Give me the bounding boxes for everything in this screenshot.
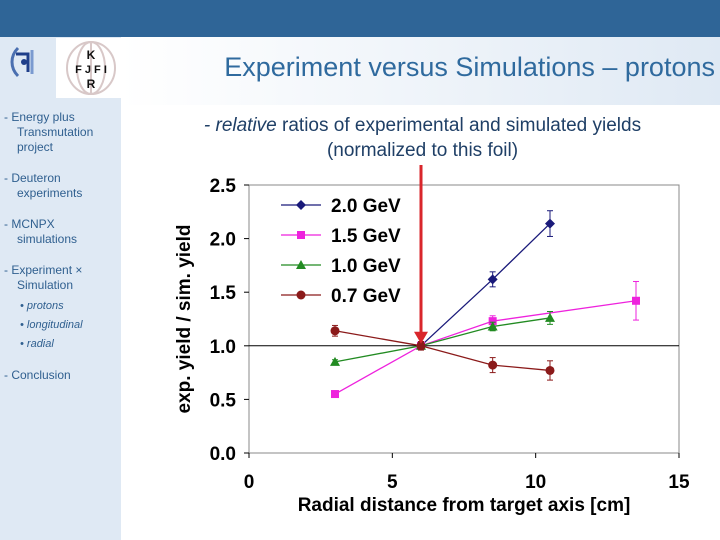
y-tick-label: 0.5 (210, 390, 237, 411)
sidebar-item-label: Transmutation (17, 125, 94, 139)
series-line (334, 330, 551, 372)
data-point (330, 356, 340, 366)
x-tick-label: 10 (525, 472, 546, 493)
ujf-logo-icon (10, 46, 34, 78)
data-point (632, 296, 640, 305)
data-point (545, 365, 555, 375)
subtitle-text: ratios of experimental and simulated yie… (276, 115, 642, 136)
left-panel (0, 37, 121, 540)
chart: 0.0 0.5 1.0 1.5 2.0 2.5 0 5 10 15 Radial distance … (174, 165, 690, 516)
sidebar-subitem: • longitudinal (20, 319, 83, 331)
legend-marker (296, 200, 306, 210)
data-point (545, 312, 555, 322)
kfjfi-logo-icon: K F J F I R (56, 38, 126, 98)
subtitle-italic: - relative (203, 115, 277, 136)
sidebar-item-label: - Energy plus (4, 110, 75, 124)
data-point (488, 317, 497, 326)
legend-marker (296, 260, 306, 269)
subtitle-line: (normalized to this foil) (326, 140, 519, 161)
sidebar-item-label: experiments (17, 186, 83, 200)
legend: 2.0 GeV 1.5 GeV 1.0 GeV 0.7 GeV (281, 196, 401, 307)
legend-label: 1.0 GeV (331, 256, 401, 277)
data-point (545, 218, 555, 229)
y-tick-label: 1.5 (210, 283, 237, 304)
highlight-arrow-head (414, 331, 428, 344)
sidebar-item-label: - Conclusion (4, 368, 71, 382)
sidebar-item-label: - MCNPX (4, 217, 55, 231)
title-band (121, 37, 720, 105)
sidebar-item: - Energy plus Transmutation project (4, 110, 121, 155)
sidebar: - Energy plus Transmutation project - De… (4, 110, 121, 399)
svg-text:K: K (87, 48, 96, 62)
y-tick-label: 2.5 (210, 176, 237, 197)
series-line (334, 317, 551, 363)
series-line (420, 223, 551, 347)
data-point (330, 326, 340, 336)
series-line (334, 300, 637, 395)
sidebar-item: - Deuteron experiments (4, 171, 121, 201)
page-title: Experiment versus Simulations – protons (224, 52, 715, 82)
series-0-7-gev (332, 324, 553, 381)
y-tick-label: 1.0 (210, 337, 236, 358)
sidebar-item: - Experiment × Simulation (4, 263, 121, 293)
sidebar-item: - Conclusion (4, 368, 121, 383)
legend-label: 0.7 GeV (331, 286, 401, 307)
sidebar-item: - MCNPX simulations (4, 217, 121, 247)
svg-text:R: R (87, 77, 96, 91)
y-tick-label: 2.0 (210, 230, 236, 251)
x-tick-label: 5 (387, 472, 398, 493)
plot-area (248, 184, 680, 454)
legend-label: 2.0 GeV (331, 196, 401, 217)
sidebar-item-label: project (17, 140, 54, 154)
sidebar-item-label: - Deuteron (4, 171, 61, 185)
data-point (487, 274, 498, 285)
subtitle-line: - relative ratios of experimental and si… (130, 113, 715, 138)
svg-text:F J F I: F J F I (75, 64, 107, 76)
data-point (331, 390, 339, 399)
data-point (416, 341, 426, 351)
y-axis-label: exp. yield / sim. yield (174, 224, 195, 413)
sidebar-item-label: - Experiment × (4, 263, 83, 277)
x-tick-label: 0 (244, 472, 255, 493)
data-point (488, 360, 498, 370)
data-point (487, 321, 498, 331)
top-bar (0, 0, 720, 37)
legend-marker (296, 290, 306, 300)
sidebar-item-label: simulations (17, 232, 78, 246)
legend-marker (297, 231, 305, 239)
slide-subtitle: - relative ratios of experimental and si… (130, 113, 715, 163)
x-tick-label: 15 (668, 472, 690, 493)
sidebar-item-label: Simulation (17, 278, 74, 292)
legend-label: 1.5 GeV (331, 226, 401, 247)
x-axis-label: Radial distance from target axis [cm] (298, 495, 631, 516)
y-tick-label: 0.0 (210, 444, 236, 465)
sidebar-subitem: • radial (20, 338, 54, 350)
sidebar-subitem: • protons (20, 300, 64, 312)
